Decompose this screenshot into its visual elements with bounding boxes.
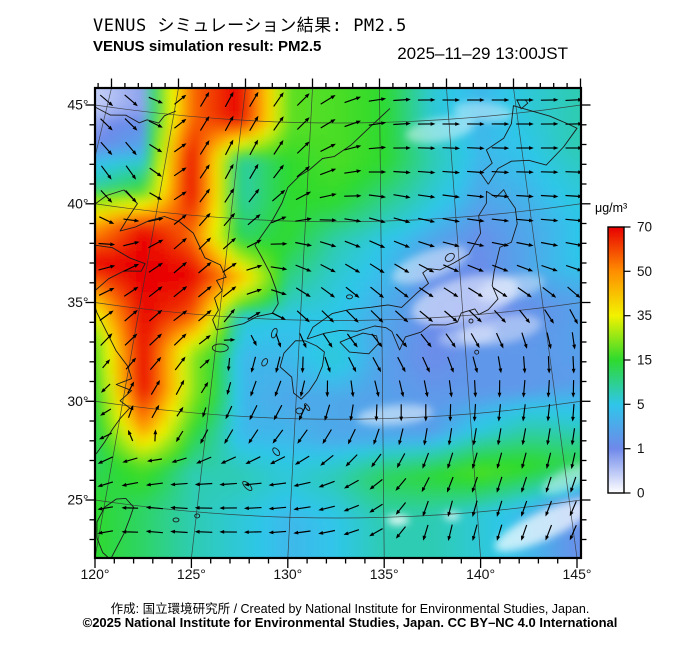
footer-license: ©2025 National Institute for Environment…: [82, 615, 618, 630]
lon-tick-label: 135°: [370, 566, 399, 582]
graticule-layer: [95, 88, 581, 558]
page-subtitle: VENUS simulation result: PM2.5: [93, 38, 322, 55]
colorbar-level-label: 5: [637, 397, 645, 412]
lon-tick-label: 130°: [273, 566, 302, 582]
timestamp: 2025–11–29 13:00JST: [397, 44, 568, 63]
lat-tick-label: 30°: [67, 393, 88, 409]
map-frame: [93, 86, 583, 560]
lat-tick-label: 35°: [67, 294, 88, 310]
colorbar-level-label: 1: [637, 441, 645, 456]
lon-tick-label: 120°: [81, 566, 110, 582]
colorbar-ticks: [624, 226, 631, 494]
colorbar-level-label: 50: [637, 264, 652, 279]
colorbar-unit: μg/m³: [595, 201, 627, 215]
wind-vector-layer: [97, 91, 581, 541]
axis-ticks: [85, 78, 591, 568]
colorbar-gradient: [607, 226, 625, 494]
lat-tick-label: 25°: [67, 492, 88, 508]
lon-tick-label: 125°: [177, 566, 206, 582]
footer-credit: 作成: 国立環境研究所 / Created by National Instit…: [110, 602, 590, 616]
lon-tick-label: 145°: [563, 566, 592, 582]
colorbar-level-label: 35: [637, 308, 652, 323]
colorbar-level-label: 15: [637, 353, 652, 368]
colorbar-level-label: 0: [637, 486, 645, 501]
colorbar-level-label: 70: [637, 220, 652, 235]
page-title: VENUS シミュレーション結果: PM2.5: [93, 16, 407, 36]
lat-tick-label: 40°: [67, 195, 88, 211]
axis-labels: 120° 125° 130° 135° 140° 145° 45° 40° 35° 30° 25°: [67, 97, 591, 583]
lon-tick-label: 140°: [466, 566, 495, 582]
lat-tick-label: 45°: [67, 97, 88, 113]
coastline-layer: [95, 99, 578, 558]
